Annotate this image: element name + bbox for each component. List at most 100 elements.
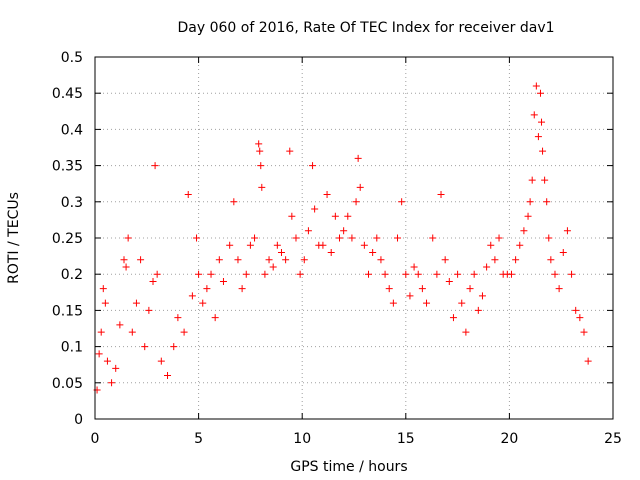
data-point <box>538 118 546 126</box>
data-point <box>545 234 553 242</box>
data-point <box>530 111 538 119</box>
data-point <box>547 256 555 264</box>
axis-ticks <box>94 56 614 420</box>
data-point <box>466 285 474 293</box>
data-point <box>319 241 327 249</box>
data-point <box>377 256 385 264</box>
data-point <box>536 89 544 97</box>
data-point <box>394 234 402 242</box>
data-point <box>199 299 207 307</box>
data-point <box>151 162 159 170</box>
data-point <box>524 212 532 220</box>
data-point <box>539 147 547 155</box>
data-point <box>414 270 422 278</box>
data-point <box>373 234 381 242</box>
y-axis-label: ROTI / TECUs <box>6 192 22 284</box>
data-point <box>385 285 393 293</box>
data-point <box>211 314 219 322</box>
data-point <box>369 248 377 256</box>
data-point <box>423 299 431 307</box>
data-point <box>184 191 192 199</box>
data-point <box>433 270 441 278</box>
data-point <box>112 364 120 372</box>
data-point <box>572 306 580 314</box>
data-point <box>576 314 584 322</box>
data-point <box>309 162 317 170</box>
data-point <box>269 263 277 271</box>
data-point <box>402 270 410 278</box>
data-point <box>101 299 109 307</box>
data-point <box>215 256 223 264</box>
x-tick-label: 10 <box>293 431 311 447</box>
data-point <box>555 285 563 293</box>
data-point <box>495 234 503 242</box>
data-point <box>116 321 124 329</box>
data-point <box>286 147 294 155</box>
chart-title: Day 060 of 2016, Rate Of TEC Index for r… <box>177 20 554 36</box>
data-point <box>174 314 182 322</box>
x-tick-label: 20 <box>500 431 518 447</box>
data-point <box>365 270 373 278</box>
data-point <box>95 350 103 358</box>
data-point <box>170 343 178 351</box>
data-point <box>543 198 551 206</box>
y-tick-label: 0.35 <box>52 159 83 175</box>
data-point <box>207 270 215 278</box>
data-point <box>292 234 300 242</box>
data-point <box>219 277 227 285</box>
y-tick-label: 0.3 <box>61 195 83 211</box>
data-point <box>120 256 128 264</box>
data-point <box>340 227 348 235</box>
data-point <box>141 343 149 351</box>
data-points <box>93 82 592 394</box>
data-point <box>491 256 499 264</box>
y-tick-label: 0.05 <box>52 376 83 392</box>
data-point <box>145 306 153 314</box>
data-point <box>541 176 549 184</box>
data-point <box>153 270 161 278</box>
x-tick-label: 0 <box>91 431 100 447</box>
data-point <box>516 241 524 249</box>
data-point <box>188 292 196 300</box>
data-point <box>256 147 264 155</box>
y-tick-label: 0.45 <box>52 86 83 102</box>
data-point <box>470 270 478 278</box>
data-point <box>277 248 285 256</box>
data-point <box>251 234 259 242</box>
data-point <box>164 372 172 380</box>
data-point <box>300 256 308 264</box>
y-tick-label: 0.4 <box>61 122 83 138</box>
data-point <box>410 263 418 271</box>
data-point <box>282 256 290 264</box>
data-point <box>288 212 296 220</box>
data-point <box>97 328 105 336</box>
data-point <box>507 270 515 278</box>
data-point <box>234 256 242 264</box>
data-point <box>354 154 362 162</box>
data-point <box>335 234 343 242</box>
data-point <box>445 277 453 285</box>
data-point <box>157 357 165 365</box>
data-point <box>128 328 136 336</box>
data-point <box>528 176 536 184</box>
y-tick-label: 0.25 <box>52 231 83 247</box>
data-point <box>512 256 520 264</box>
data-point <box>311 205 319 213</box>
data-point <box>487 241 495 249</box>
data-point <box>360 241 368 249</box>
data-point <box>526 198 534 206</box>
data-point <box>124 234 132 242</box>
data-point <box>478 292 486 300</box>
data-point <box>584 357 592 365</box>
data-point <box>265 256 273 264</box>
data-point <box>551 270 559 278</box>
y-tick-label: 0 <box>74 412 83 428</box>
data-point <box>344 212 352 220</box>
data-point <box>255 140 263 148</box>
data-point <box>483 263 491 271</box>
data-point <box>532 82 540 90</box>
data-point <box>568 270 576 278</box>
data-point <box>132 299 140 307</box>
data-point <box>246 241 254 249</box>
data-point <box>323 191 331 199</box>
